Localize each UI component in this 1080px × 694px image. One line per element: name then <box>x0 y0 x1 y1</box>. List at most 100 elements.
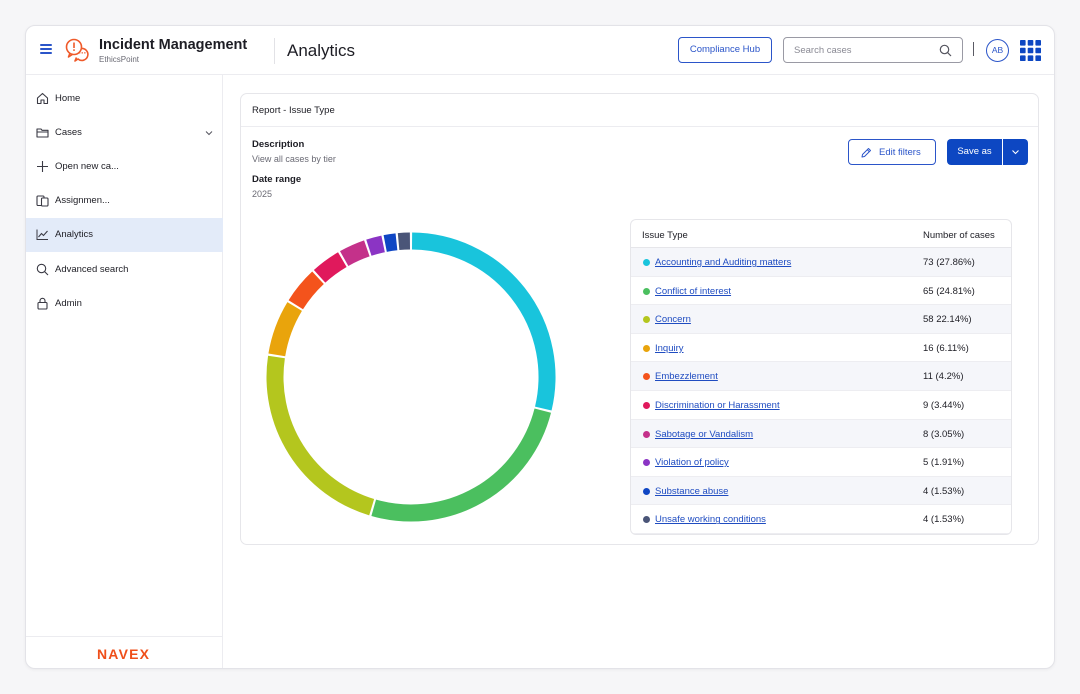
app-subtitle: EthicsPoint <box>99 55 140 64</box>
issue-type-link[interactable]: Accounting and Auditing matters <box>655 257 792 268</box>
donut-slice <box>339 240 370 267</box>
sidebar-item-open-new-case[interactable]: Open new ca... <box>26 150 223 184</box>
legend-dot <box>643 259 650 266</box>
case-count: 58 22.14%) <box>923 314 972 326</box>
table-row: Inquiry 16 (6.11%) <box>631 334 1011 363</box>
table-row: Conflict of interest 65 (24.81%) <box>631 277 1011 306</box>
table-row: Embezzlement 11 (4.2%) <box>631 362 1011 391</box>
donut-slice <box>371 408 552 522</box>
pencil-icon <box>861 148 871 158</box>
case-count: 11 (4.2%) <box>923 371 964 383</box>
avatar[interactable]: AB <box>986 39 1009 62</box>
edit-filters-button[interactable]: Edit filters <box>848 139 936 165</box>
folder-icon <box>36 128 49 138</box>
case-count: 4 (1.53%) <box>923 514 965 526</box>
legend-dot <box>643 402 650 409</box>
sidebar-item-admin[interactable]: Admin <box>26 287 223 321</box>
search-icon <box>36 263 49 276</box>
top-header: Incident Management EthicsPoint Analytic… <box>26 26 1054 75</box>
donut-slice <box>266 355 375 516</box>
donut-slice <box>397 232 411 251</box>
case-count: 65 (24.81%) <box>923 285 975 297</box>
analytics-icon <box>36 229 48 240</box>
report-header: Report - Issue Type <box>241 94 1038 127</box>
description-label: Description <box>252 139 305 150</box>
legend-dot <box>643 373 650 381</box>
issue-type-link[interactable]: Conflict of interest <box>655 285 732 297</box>
donut-slice <box>288 271 324 310</box>
donut-slice <box>383 233 398 252</box>
compliance-hub-button[interactable]: Compliance Hub <box>678 37 772 63</box>
issue-type-link[interactable]: Sabotage or Vandalism <box>655 428 754 440</box>
save-as-dropdown-button[interactable] <box>1003 139 1028 165</box>
assignments-icon <box>36 195 49 207</box>
table-row: Substance abuse 4 (1.53%) <box>631 476 1011 506</box>
sidebar-item-label: Analytics <box>55 229 94 240</box>
case-count: 9 (3.44%) <box>923 400 965 411</box>
issue-type-link[interactable]: Unsafe working conditions <box>655 514 766 526</box>
donut-slice <box>411 232 556 411</box>
edit-filters-label: Edit filters <box>879 147 921 158</box>
sidebar-item-analytics[interactable]: Analytics <box>26 218 223 252</box>
legend-dot <box>643 459 650 467</box>
app-title: Incident Management <box>99 37 248 53</box>
plus-icon <box>37 161 48 172</box>
lock-icon <box>37 297 48 310</box>
sidebar-item-advanced-search[interactable]: Advanced search <box>26 253 223 287</box>
search-input[interactable] <box>794 43 934 58</box>
issue-type-link[interactable]: Substance abuse <box>655 485 729 497</box>
issue-type-link[interactable]: Concern <box>655 314 691 326</box>
issue-type-link[interactable]: Inquiry <box>655 342 684 354</box>
chevron-down-icon <box>1012 150 1019 155</box>
sidebar-item-label: Advanced search <box>55 264 129 275</box>
issue-type-link[interactable]: Discrimination or Harassment <box>655 400 780 411</box>
app-grid-icon[interactable] <box>1020 40 1041 61</box>
table-row: Accounting and Auditing matters 73 (27.86… <box>631 248 1011 277</box>
issue-type-table: Issue Type Number of cases Accounting an… <box>630 219 1012 535</box>
sidebar-item-label: Open new ca... <box>55 161 119 172</box>
search-icon[interactable] <box>939 44 952 57</box>
date-range-label: Date range <box>252 174 302 185</box>
date-range-value: 2025 <box>252 189 273 199</box>
issue-type-link[interactable]: Embezzlement <box>655 371 718 383</box>
page-title: Analytics <box>287 41 356 60</box>
case-count: 4 (1.53%) <box>923 485 965 497</box>
description-value: View all cases by tier <box>252 154 336 164</box>
table-row: Concern 58 22.14%) <box>631 305 1011 334</box>
header-separator <box>973 42 974 56</box>
column-header-number-of-cases: Number of cases <box>923 230 995 241</box>
app-window: Incident Management EthicsPoint Analytic… <box>25 25 1055 669</box>
donut-slice <box>366 235 385 256</box>
save-as-button[interactable]: Save as <box>947 139 1002 165</box>
sidebar-item-label: Cases <box>55 127 82 138</box>
header-divider <box>274 38 275 64</box>
sidebar-item-assignments[interactable]: Assignmen... <box>26 184 223 218</box>
table-row: Discrimination or Harassment 9 (3.44%) <box>631 391 1011 420</box>
donut-chart <box>266 232 556 522</box>
case-count: 5 (1.91%) <box>923 457 965 469</box>
sidebar: Home Cases Open new ca... Assignmen... A… <box>26 75 223 668</box>
chat-alert-icon <box>65 38 89 62</box>
sidebar-item-label: Home <box>55 93 81 104</box>
report-card: Report - Issue Type Description View all… <box>240 93 1039 545</box>
chevron-down-icon[interactable] <box>205 129 213 137</box>
donut-slice <box>268 302 303 357</box>
search-box <box>783 37 963 63</box>
case-count: 73 (27.86%) <box>923 257 975 268</box>
legend-dot <box>643 344 650 352</box>
home-icon <box>36 92 49 105</box>
legend-dot <box>643 487 650 495</box>
hamburger-menu-icon[interactable] <box>40 43 54 55</box>
issue-type-link[interactable]: Violation of policy <box>655 457 729 469</box>
column-header-issue-type: Issue Type <box>642 230 688 241</box>
report-title: Report - Issue Type <box>252 105 335 116</box>
legend-dot <box>643 287 650 295</box>
table-row: Sabotage or Vandalism 8 (3.05%) <box>631 419 1011 449</box>
legend-dot <box>643 316 650 324</box>
table-row: Violation of policy 5 (1.91%) <box>631 448 1011 477</box>
case-count: 16 (6.11%) <box>923 342 969 354</box>
sidebar-item-cases[interactable]: Cases <box>26 116 223 150</box>
sidebar-item-label: Assignmen... <box>55 195 110 206</box>
sidebar-item-home[interactable]: Home <box>26 82 223 116</box>
table-row: Unsafe working conditions 4 (1.53%) <box>631 505 1011 534</box>
